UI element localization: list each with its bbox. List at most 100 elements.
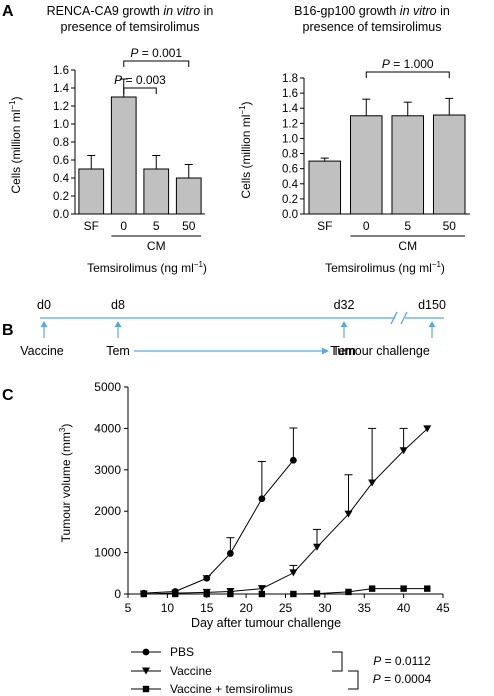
data-point: [226, 550, 234, 557]
axis-break: [400, 311, 408, 325]
timeline-event-label: Tem: [106, 344, 130, 358]
x-tick-label: 0: [120, 219, 127, 233]
timeline-day-label: d0: [37, 298, 51, 312]
bar: [110, 96, 137, 215]
y-tick-label: 3000: [94, 463, 121, 477]
y-tick-label: 1.4: [53, 83, 70, 95]
y-tick-label: 5000: [94, 380, 121, 394]
data-point: [289, 569, 298, 577]
y-tick-label: 1000: [94, 546, 121, 560]
bar: [349, 115, 383, 215]
y-tick-label: 0.8: [53, 137, 69, 149]
x-tick-label: SF: [84, 219, 99, 233]
panel-label-c: C: [2, 387, 14, 404]
axis-break: [390, 311, 398, 325]
bar: [308, 160, 342, 215]
data-point: [140, 590, 147, 598]
x-tick-label: 50: [443, 219, 457, 233]
p-value-label: P = 0.0004: [373, 672, 432, 686]
significance-bracket: [123, 60, 190, 67]
x-tick-label: 25: [279, 601, 293, 615]
bar: [391, 115, 425, 215]
x-tick-label: SF: [317, 219, 332, 233]
data-point: [258, 590, 266, 598]
y-tick-label: 0.2: [53, 191, 69, 203]
y-tick-label: 1.0: [282, 133, 298, 145]
timeline-event-label: Tumour challenge: [330, 344, 430, 358]
x-tick-label: 40: [397, 601, 411, 615]
timeline-day-label: d150: [418, 298, 446, 312]
bar: [143, 168, 170, 215]
x-axis-label: Day after tumour challenge: [191, 616, 341, 630]
significance-bracket: [123, 87, 157, 94]
data-point: [368, 585, 376, 592]
tumour-growth-line-chart: Tumour volume (mm3) Day after tumour cha…: [58, 380, 450, 696]
series-line: [143, 428, 428, 595]
x-tick-label: 35: [358, 601, 372, 615]
p-value-label: P = 0.001: [130, 46, 182, 60]
data-point: [258, 495, 266, 503]
data-point: [424, 585, 431, 592]
x-tick-label: 5: [404, 219, 411, 233]
chart-title-line1: B16-gp100 growth in vitro in: [294, 4, 450, 18]
bar: [175, 177, 202, 215]
y-tick-label: 0.4: [53, 173, 70, 185]
x-tick-label: 30: [318, 601, 332, 615]
event-arrowhead: [40, 321, 48, 327]
data-point: [344, 510, 353, 518]
y-tick-label: 1.2: [53, 101, 69, 113]
timeline-event-label: Vaccine: [20, 344, 64, 358]
y-tick-label: 2000: [94, 504, 121, 518]
y-tick-label: 0.8: [282, 149, 298, 161]
x-tick-label: 0: [363, 219, 370, 233]
y-tick-label: 0.0: [53, 209, 69, 221]
significance-bracket: [332, 651, 343, 672]
p-value-label: P = 0.0112: [373, 654, 431, 668]
p-value-label: P = 1.000: [382, 57, 434, 71]
series-square: [140, 585, 431, 598]
timeline-day-label: d8: [111, 298, 125, 312]
x-tick-label: 50: [182, 219, 196, 233]
data-point: [423, 425, 432, 433]
legend: PBS Vaccine Vaccine + temsirolimus P = 0.01…: [131, 645, 432, 696]
series-circle: [140, 427, 298, 597]
legend-label: Vaccine + temsirolimus: [170, 682, 293, 696]
x-tick-label: 20: [239, 601, 253, 615]
data-point: [203, 590, 210, 598]
x-axis-label: Temsirolimus (ng ml−1): [325, 260, 445, 275]
x-tick-label: 45: [436, 601, 450, 615]
data-point: [400, 585, 407, 592]
y-tick-label: 4000: [94, 421, 121, 435]
legend-label: PBS: [170, 645, 194, 659]
y-tick-label: 1.6: [282, 88, 298, 100]
chart-title-line2: presence of temsirolimus: [61, 20, 200, 34]
panel-label-b: B: [2, 322, 14, 339]
p-value-label: P = 0.003: [114, 73, 166, 87]
data-point: [345, 588, 352, 596]
legend-marker: [142, 667, 150, 675]
data-point: [290, 590, 297, 598]
series-line: [143, 459, 294, 594]
legend-marker: [142, 685, 150, 693]
x-axis-label: Temsirolimus (ng ml−1): [87, 260, 207, 275]
chart-title-line1: RENCA-CA9 growth in vitro in: [47, 4, 214, 18]
event-arrowhead: [114, 321, 122, 327]
x-tick-label: 15: [200, 601, 214, 615]
treatment-timeline: d0 Vaccine d8 Tem d32 Tem d150 Tumour challenge: [20, 298, 446, 358]
data-point: [289, 456, 297, 464]
legend-marker: [142, 648, 150, 656]
x-tick-label: 10: [161, 601, 175, 615]
bar: [432, 114, 466, 215]
y-tick-label: 0.4: [282, 179, 299, 191]
data-point: [399, 447, 408, 455]
event-arrowhead: [340, 321, 348, 327]
y-tick-label: 0.6: [282, 164, 298, 176]
data-point: [227, 590, 234, 598]
y-axis-label: Tumour volume (mm3): [58, 424, 73, 543]
data-point: [313, 543, 321, 551]
data-point: [313, 590, 321, 597]
bar: [78, 168, 105, 215]
series-triangle-down: [139, 425, 432, 598]
x-tick-label: 5: [153, 219, 160, 233]
y-tick-label: 1.0: [53, 119, 69, 131]
